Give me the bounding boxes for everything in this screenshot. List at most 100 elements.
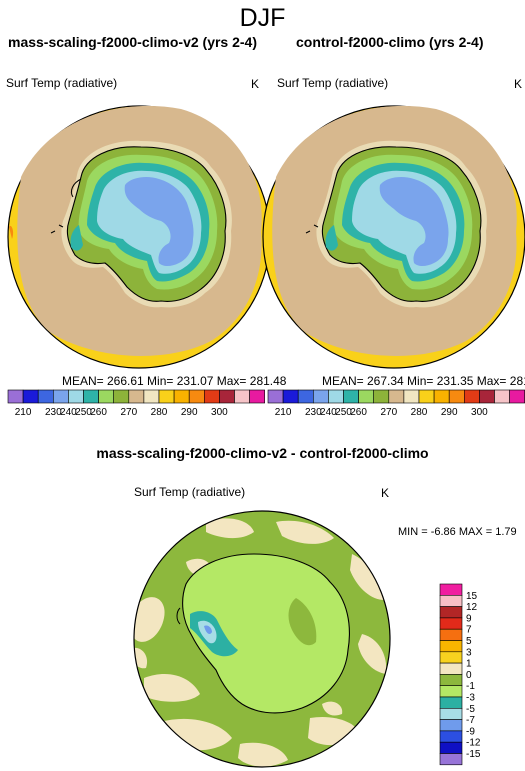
left-colorbar-swatch: [22, 389, 39, 404]
left-colorbar-swatch: [113, 389, 130, 404]
left-colorbar-swatch: [143, 389, 160, 404]
left-colorbar-label: 300: [211, 407, 228, 418]
left-colorbar-swatch: [68, 389, 84, 404]
diff-colorbar-label: 5: [466, 636, 472, 647]
right-colorbar-label: 280: [411, 407, 428, 418]
left-colorbar-label: 260: [90, 407, 107, 418]
right-polar-map: [262, 105, 525, 369]
diff-colorbar-swatch: [439, 674, 463, 687]
diff-colorbar-swatch: [439, 583, 463, 596]
diff-colorbar-swatch: [439, 708, 463, 720]
diff-colorbar-swatch: [439, 640, 463, 653]
left-colorbar-label: 230: [45, 407, 62, 418]
diff-colorbar-swatch: [439, 719, 463, 732]
diff-colorbar-label: -12: [466, 738, 481, 749]
right-colorbar-swatch: [297, 389, 314, 404]
diff-colorbar-label: -9: [466, 726, 475, 737]
right-colorbar-swatch: [373, 389, 390, 404]
diff-colorbar-swatch: [439, 628, 463, 641]
diff-colorbar-label: 12: [466, 602, 478, 613]
right-stats: MEAN= 267.34 Min= 231.35 Max= 281.99: [322, 374, 525, 388]
right-colorbar-label: 260: [350, 407, 367, 418]
diff-colorbar-label: -3: [466, 693, 475, 704]
diff-colorbar-label: 9: [466, 613, 472, 624]
right-colorbar-swatch: [433, 389, 450, 404]
diff-colorbar-swatch: [439, 741, 463, 754]
diff-map-antarctica: [182, 553, 350, 714]
right-colorbar-label: 250: [335, 407, 352, 418]
diff-colorbar-swatch: [439, 595, 463, 607]
diff-colorbar-label: 0: [466, 670, 472, 681]
diff-stats: MIN = -6.86 MAX = 1.79: [398, 526, 517, 538]
left-colorbar-swatch: [158, 389, 175, 404]
diff-units-label: K: [381, 486, 390, 500]
right-colorbar-swatch: [358, 389, 374, 404]
right-units-label: K: [514, 77, 523, 91]
left-colorbar-swatch: [128, 389, 145, 404]
diff-polar-map: [133, 510, 391, 768]
right-colorbar-swatch: [418, 389, 435, 404]
diff-colorbar-label: -15: [466, 749, 481, 760]
left-colorbar-label: 250: [75, 407, 92, 418]
diff-colorbar-label: 3: [466, 647, 472, 658]
diff-colorbar-label: 1: [466, 659, 472, 670]
right-colorbar-swatch: [479, 389, 495, 404]
left-panel-title: mass-scaling-f2000-climo-v2 (yrs 2-4): [8, 34, 257, 50]
left-colorbar-label: 210: [15, 407, 32, 418]
diff-colorbar-swatch: [439, 730, 463, 743]
left-colorbar-swatch: [188, 389, 205, 404]
left-stats: MEAN= 266.61 Min= 231.07 Max= 281.48: [62, 374, 287, 388]
right-colorbar-swatch: [267, 389, 284, 404]
left-colorbar-label: 290: [181, 407, 198, 418]
diff-colorbar-swatch: [439, 685, 463, 698]
right-variable-label: Surf Temp (radiative): [277, 76, 389, 90]
left-units-label: K: [251, 77, 260, 91]
diff-colorbar-swatch: [439, 617, 463, 630]
left-colorbar-swatch: [204, 389, 220, 404]
diff-map-border: [133, 510, 391, 768]
right-colorbar-label: 240: [320, 407, 337, 418]
diff-panel-title: mass-scaling-f2000-climo-v2 - control-f2…: [96, 445, 429, 461]
right-colorbar-label: 300: [471, 407, 488, 418]
diff-colorbar-swatch: [439, 662, 463, 675]
right-colorbar-swatch: [312, 389, 329, 404]
left-colorbar-swatch: [234, 389, 250, 404]
diff-colorbar-swatch: [439, 696, 463, 709]
left-polar-map: [7, 105, 270, 369]
diff-colorbar-label: 7: [466, 625, 472, 636]
left-colorbar-swatch: [52, 389, 69, 404]
left-colorbar-label: 240: [60, 407, 77, 418]
left-colorbar-swatch: [173, 389, 190, 404]
right-colorbar-swatch: [282, 389, 299, 404]
diff-colorbar-label: -5: [466, 704, 475, 715]
left-colorbar-swatch: [249, 389, 265, 404]
right-colorbar-label: 210: [275, 407, 292, 418]
right-colorbar-swatch: [343, 389, 359, 404]
right-colorbar-label: 290: [441, 407, 458, 418]
left-colorbar-swatch: [219, 389, 235, 404]
right-colorbar-swatch: [509, 389, 525, 404]
left-colorbar-swatch: [98, 389, 114, 404]
diff-colorbar-swatch: [439, 651, 463, 664]
diff-colorbar-label: -7: [466, 715, 475, 726]
right-colorbar-swatch: [388, 389, 405, 404]
right-colorbar-swatch: [448, 389, 465, 404]
left-variable-label: Surf Temp (radiative): [6, 76, 118, 90]
right-colorbar-label: 230: [305, 407, 322, 418]
diff-colorbar-label: 15: [466, 591, 478, 602]
right-colorbar-swatch: [403, 389, 420, 404]
right-colorbar-label: 270: [380, 407, 397, 418]
left-colorbar-swatch: [83, 389, 99, 404]
diff-colorbar-swatch: [439, 606, 463, 619]
right-colorbar-swatch: [464, 389, 480, 404]
left-colorbar-swatch: [37, 389, 54, 404]
diff-colorbar-swatch: [439, 753, 463, 766]
left-colorbar-label: 280: [151, 407, 168, 418]
figure-title: DJF: [239, 4, 286, 32]
diff-colorbar-label: -1: [466, 681, 475, 692]
right-colorbar-swatch: [328, 389, 344, 404]
diff-variable-label: Surf Temp (radiative): [134, 485, 246, 499]
